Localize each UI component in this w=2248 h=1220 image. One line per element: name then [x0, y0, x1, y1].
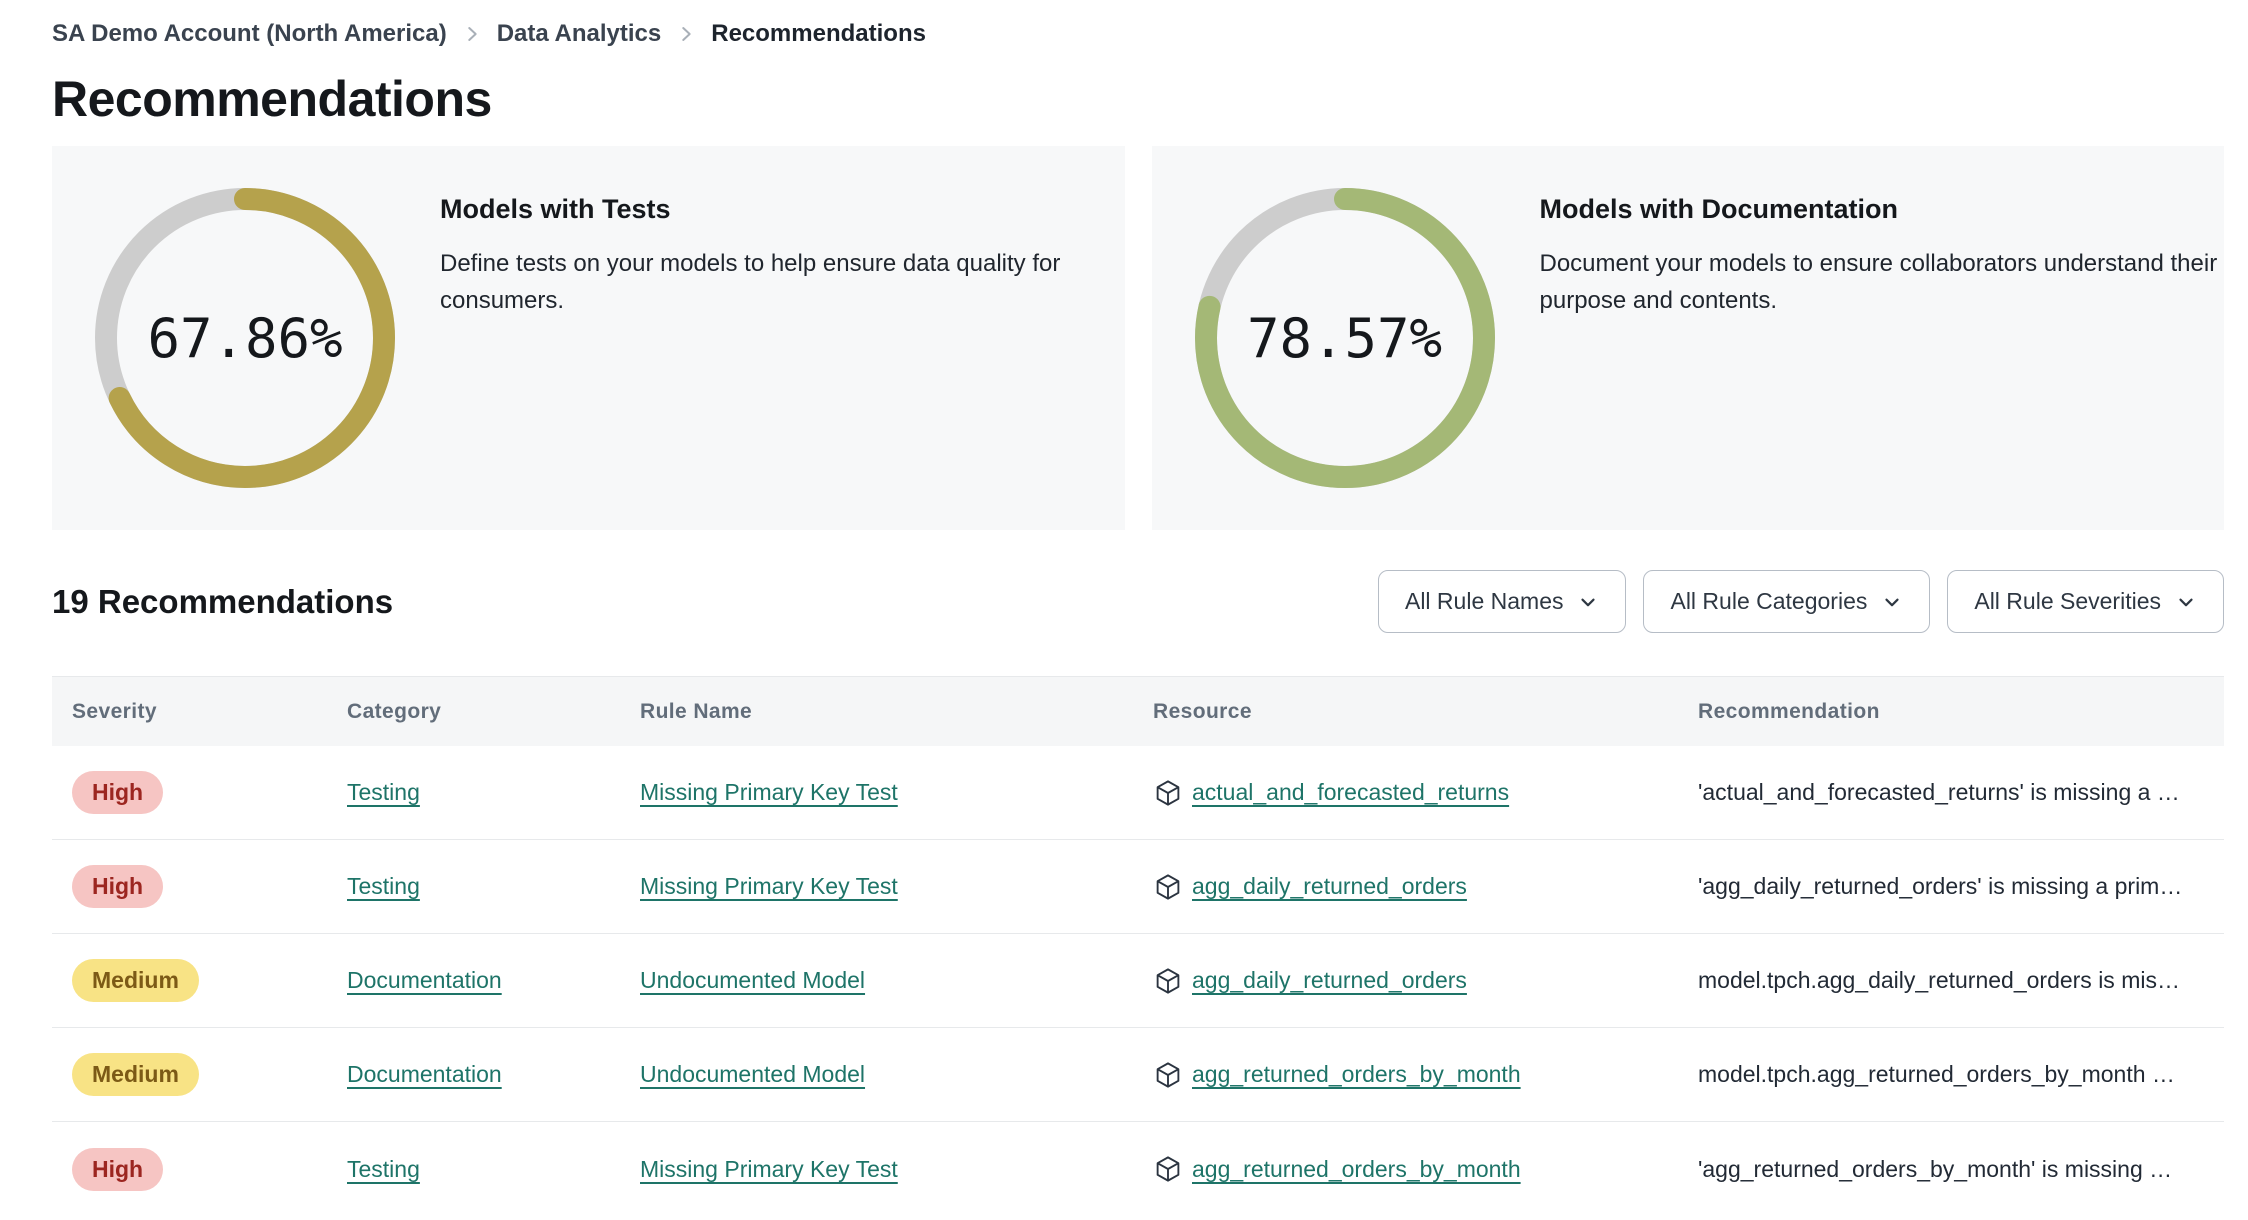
column-category: Category [347, 699, 442, 723]
breadcrumb-current: Recommendations [711, 20, 926, 47]
category-link[interactable]: Testing [347, 779, 420, 805]
chevron-down-icon [2179, 598, 2193, 606]
severity-badge: High [72, 1147, 164, 1191]
filters: All Rule Names All Rule Categories All R… [1377, 570, 2224, 633]
chevron-down-icon [1885, 598, 1899, 606]
table-row: High Testing Missing Primary Key Test ac… [52, 746, 2224, 840]
metric-cards: 67.86% Models with Tests Define tests on… [52, 146, 2224, 530]
rule-name-link[interactable]: Undocumented Model [640, 1061, 866, 1087]
model-cube-icon [1156, 873, 1180, 900]
table-row: High Testing Missing Primary Key Test ag… [52, 840, 2224, 934]
severity-badge: High [72, 865, 164, 908]
recommendations-count: 19 Recommendations [52, 582, 394, 620]
model-cube-icon [1156, 1156, 1180, 1182]
tests-coverage-percent: 67.86% [147, 306, 343, 370]
list-toolbar: 19 Recommendations All Rule Names All Ru… [52, 570, 2224, 633]
models-with-tests-card: 67.86% Models with Tests Define tests on… [52, 146, 1125, 530]
page-title: Recommendations [52, 71, 492, 127]
filter-rule-names[interactable]: All Rule Names [1377, 570, 1627, 633]
recommendation-text: 'agg_daily_returned_orders' is missing a… [1698, 873, 2183, 899]
table-row: High Testing Missing Primary Key Test ag… [52, 1122, 2224, 1216]
breadcrumb: SA Demo Account (North America) Data Ana… [52, 20, 2224, 48]
recommendation-text: model.tpch.agg_returned_orders_by_month … [1698, 1061, 2175, 1087]
resource-link[interactable]: agg_returned_orders_by_month [1192, 1061, 1521, 1087]
model-cube-icon [1156, 779, 1180, 806]
breadcrumb-account[interactable]: SA Demo Account (North America) [52, 20, 447, 47]
filter-rule-severities[interactable]: All Rule Severities [1947, 570, 2224, 633]
column-recommendation: Recommendation [1698, 699, 1880, 723]
recommendations-table: Severity Category Rule Name Resource Rec… [52, 676, 2224, 1216]
card-title: Models with Tests [440, 194, 671, 224]
severity-badge: High [72, 771, 164, 814]
resource-link[interactable]: agg_daily_returned_orders [1192, 873, 1467, 899]
category-link[interactable]: Testing [347, 873, 420, 899]
resource-link[interactable]: agg_returned_orders_by_month [1192, 1155, 1521, 1182]
model-cube-icon [1156, 1061, 1180, 1088]
recommendation-text: model.tpch.agg_daily_returned_orders is … [1698, 967, 2180, 993]
chevron-right-icon [682, 27, 691, 41]
recommendation-text: 'actual_and_forecasted_returns' is missi… [1698, 779, 2180, 805]
rule-name-link[interactable]: Missing Primary Key Test [640, 779, 898, 805]
column-resource: Resource [1153, 699, 1252, 723]
table-body: High Testing Missing Primary Key Test ac… [52, 746, 2224, 1216]
tests-coverage-donut: 67.86% [90, 183, 400, 493]
resource-link[interactable]: agg_daily_returned_orders [1192, 967, 1467, 993]
category-link[interactable]: Documentation [347, 1061, 502, 1087]
rule-name-link[interactable]: Missing Primary Key Test [640, 1155, 898, 1182]
breadcrumb-project[interactable]: Data Analytics [496, 20, 662, 47]
table-row: Medium Documentation Undocumented Model … [52, 934, 2224, 1028]
recommendation-text: 'agg_returned_orders_by_month' is missin… [1698, 1155, 2173, 1182]
rule-name-link[interactable]: Undocumented Model [640, 967, 866, 993]
filter-rule-categories[interactable]: All Rule Categories [1643, 570, 1931, 633]
card-description: Define tests on your models to help ensu… [440, 250, 1061, 314]
column-severity: Severity [72, 699, 157, 723]
category-link[interactable]: Testing [347, 1155, 420, 1182]
rule-name-link[interactable]: Missing Primary Key Test [640, 873, 898, 899]
models-with-documentation-card: 78.57% Models with Documentation Documen… [1151, 146, 2224, 530]
category-link[interactable]: Documentation [347, 967, 502, 993]
donut-chart [95, 188, 395, 488]
severity-badge: Medium [72, 1053, 199, 1096]
model-cube-icon [1156, 967, 1180, 994]
resource-link[interactable]: actual_and_forecasted_returns [1192, 779, 1510, 805]
table-header: Severity Category Rule Name Resource Rec… [52, 676, 2224, 746]
card-title: Models with Documentation [1539, 194, 1899, 224]
card-description: Document your models to ensure collabora… [1539, 250, 2218, 314]
table-row: Medium Documentation Undocumented Model … [52, 1028, 2224, 1122]
chevron-down-icon [1581, 598, 1596, 606]
chevron-right-icon [467, 27, 477, 41]
severity-badge: Medium [72, 959, 199, 1002]
donut-chart [1194, 188, 1495, 488]
documentation-coverage-percent: 78.57% [1246, 306, 1443, 370]
column-rule-name: Rule Name [640, 699, 753, 723]
documentation-coverage-donut: 78.57% [1190, 183, 1500, 493]
